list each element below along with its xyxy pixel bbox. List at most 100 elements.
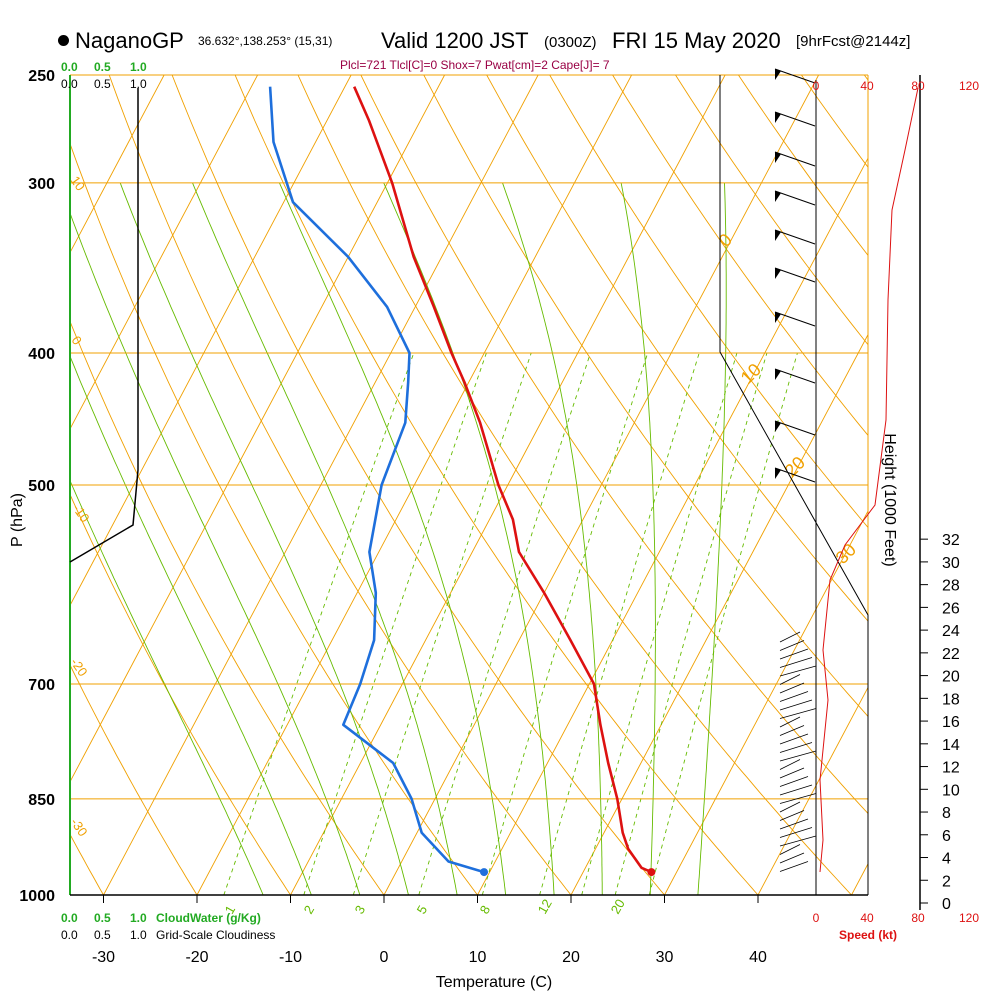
dewpoint-profile-line — [268, 86, 485, 874]
mixing-ratio-line — [223, 352, 415, 895]
wind-barb-staff — [774, 467, 816, 483]
dry-adiabat-line — [70, 833, 105, 895]
dry-adiabat-line — [486, 75, 868, 622]
height-tick-label: 12 — [942, 760, 960, 777]
wind-barb-pennant — [775, 312, 781, 323]
dry-adiabat-label: -10 — [70, 501, 93, 525]
moist-adiabat-line — [70, 211, 361, 895]
x-tick-label: 10 — [469, 949, 487, 966]
x-tick-label: 20 — [562, 949, 580, 966]
wind-speed-top-tick: 120 — [959, 79, 979, 93]
low-level-wind-barb — [779, 835, 817, 847]
height-tick-label: 2 — [942, 873, 951, 890]
mixing-ratio-label: 8 — [477, 903, 494, 917]
x-tick-label: -10 — [279, 949, 302, 966]
x-axis-title: Temperature (C) — [436, 974, 552, 991]
pressure-tick-label: 400 — [28, 346, 55, 363]
wind-barb-pennant — [775, 268, 781, 279]
mixing-ratio-line — [418, 352, 591, 895]
cloudiness-profile-line — [69, 88, 139, 563]
dry-adiabat-line — [612, 75, 868, 437]
dry-adiabat-label: 0 — [69, 333, 85, 348]
cloudiness-label: Grid-Scale Cloudiness — [156, 928, 275, 942]
height-tick-label: 18 — [942, 691, 960, 708]
wind-speed-top-tick: 0 — [813, 79, 820, 93]
height-tick-label: 0 — [942, 896, 951, 913]
height-tick-label: 32 — [942, 532, 960, 549]
wind-speed-bottom-tick: 80 — [911, 911, 925, 925]
wind-barb-staff — [774, 151, 816, 167]
low-level-wind-barb — [779, 767, 805, 779]
low-level-wind-barb — [779, 665, 817, 677]
low-level-wind-barb — [779, 810, 805, 821]
dry-adiabat-line — [674, 75, 868, 346]
terrain-boundary-line — [719, 75, 869, 895]
valid-zulu: (0300Z) — [544, 34, 597, 51]
low-level-wind-barb — [779, 648, 809, 660]
moist-adiabat-line — [620, 182, 656, 895]
moist-adiabat-line — [70, 479, 264, 895]
moist-adiabat-line — [119, 182, 409, 895]
x-tick-label: -30 — [92, 949, 115, 966]
low-level-wind-barb — [779, 784, 813, 796]
cloudwater-top-tick: 0.5 — [94, 60, 111, 74]
mixing-ratio-line — [614, 352, 768, 895]
valid-date: FRI 15 May 2020 — [612, 28, 781, 53]
mixing-ratio-line — [481, 352, 649, 895]
moist-adiabat-line — [278, 182, 507, 895]
wind-barb-pennant — [775, 69, 781, 80]
pressure-tick-label: 700 — [28, 677, 55, 694]
moist-adiabat-line — [70, 355, 312, 895]
low-level-wind-barb — [779, 657, 813, 668]
low-level-wind-barb — [779, 844, 801, 855]
wind-speed-bottom-tick: 120 — [959, 911, 979, 925]
dry-adiabat-line — [423, 75, 868, 718]
cloudwater-bottom-tick: 0.0 — [61, 911, 78, 925]
low-level-wind-barb — [779, 793, 817, 804]
cloudwater-top-tick: 0.0 — [61, 60, 78, 74]
wind-barb-pennant — [775, 230, 781, 241]
cloudiness-bottom-tick: 0.5 — [94, 928, 111, 942]
moist-adiabat-line — [192, 182, 458, 895]
mixing-ratio-label: 20 — [608, 896, 628, 916]
cloudiness-bottom-tick: 0.0 — [61, 928, 78, 942]
height-tick-label: 28 — [942, 578, 960, 595]
low-level-wind-barb — [779, 733, 809, 745]
low-level-wind-barb — [779, 818, 809, 830]
wind-barb-staff — [774, 311, 816, 327]
low-level-wind-barb — [779, 640, 805, 651]
isotherm-line — [851, 862, 868, 895]
mixing-ratio-line — [581, 352, 738, 895]
y-axis-title: P (hPa) — [9, 493, 26, 547]
x-tick-label: 30 — [656, 949, 674, 966]
isotherm-line — [757, 686, 868, 895]
moist-adiabat-line — [697, 182, 727, 895]
station-dot-icon — [58, 35, 69, 46]
dry-adiabat-line — [863, 75, 868, 81]
dry-adiabat-line — [70, 493, 292, 895]
low-level-wind-barb — [779, 759, 801, 770]
wind-speed-label: Speed (kt) — [839, 928, 897, 942]
mixing-ratio-label: 2 — [301, 903, 318, 917]
pressure-tick-label: 500 — [28, 478, 55, 495]
wind-speed-profile-line — [819, 87, 919, 873]
wind-barb-pennant — [775, 421, 781, 432]
low-level-wind-barb — [779, 750, 817, 762]
surface-temperature-point — [647, 868, 656, 877]
height-tick-label: 22 — [942, 646, 960, 663]
cloudwater-label: CloudWater (g/Kg) — [156, 911, 261, 925]
pressure-tick-label: 300 — [28, 176, 55, 193]
dry-adiabat-line — [171, 75, 666, 895]
wind-barb-staff — [774, 229, 816, 245]
mixing-ratio-label: 3 — [352, 903, 369, 917]
wind-barb-staff — [774, 190, 816, 206]
cloudiness-bottom-tick: 1.0 — [130, 928, 147, 942]
low-level-wind-barb — [779, 725, 805, 736]
dry-adiabat-line — [70, 320, 385, 895]
mixing-ratio-label: 12 — [535, 896, 555, 916]
pressure-tick-label: 1000 — [19, 888, 55, 905]
low-level-wind-barb — [779, 861, 809, 872]
wind-speed-bottom-tick: 40 — [860, 911, 874, 925]
